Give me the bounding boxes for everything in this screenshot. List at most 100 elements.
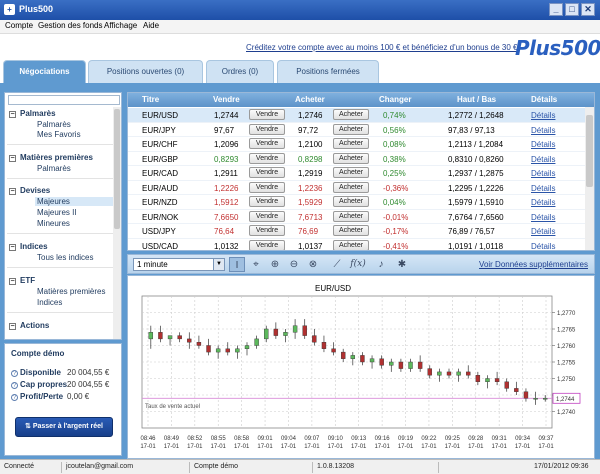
more-data-link[interactable]: Voir Données supplémentaires xyxy=(479,260,588,269)
subcategory-mes-favoris[interactable]: Mes Favoris xyxy=(37,130,81,139)
zoom-out-icon[interactable]: ⊖ xyxy=(289,259,299,270)
category-palmares[interactable]: − Palmarès xyxy=(9,109,56,118)
scrollbar-thumb[interactable] xyxy=(586,115,593,187)
menu-compte[interactable]: Compte xyxy=(5,21,34,30)
collapse-icon[interactable]: − xyxy=(9,111,16,118)
details-link[interactable]: Détails xyxy=(531,154,556,164)
menu-aide[interactable]: Aide xyxy=(143,21,160,30)
header-acheter[interactable]: Acheter xyxy=(295,95,325,104)
help-icon[interactable]: ? xyxy=(11,394,18,401)
table-row[interactable]: EUR/GBP 0,8293 Vendre 0,8298 Acheter 0,38% 0,8… xyxy=(128,152,586,166)
subcategory-etf-indices[interactable]: Indices xyxy=(37,298,63,307)
category-etf[interactable]: − ETF xyxy=(9,276,36,285)
table-row[interactable]: EUR/USD 1,2744 Vendre 1,2746 Acheter 0,74% 1,2… xyxy=(128,108,586,123)
collapse-icon[interactable]: − xyxy=(9,244,16,251)
maximize-button[interactable]: □ xyxy=(565,3,579,16)
sell-button[interactable]: Vendre xyxy=(249,181,285,193)
buy-button[interactable]: Acheter xyxy=(333,152,369,164)
category-matieres-premieres[interactable]: − Matières premières xyxy=(9,153,93,162)
table-row[interactable]: EUR/CHF 1,2096 Vendre 1,2100 Acheter 0,08% 1,2… xyxy=(128,137,586,152)
header-details[interactable]: Détails xyxy=(531,95,558,104)
header-titre[interactable]: Titre xyxy=(142,95,160,104)
bonus-link[interactable]: Créditez votre compte avec au moins 100 … xyxy=(246,43,518,52)
sell-button[interactable]: Vendre xyxy=(249,109,285,120)
function-icon[interactable]: f(x) xyxy=(350,259,366,269)
chevron-down-icon[interactable]: ▼ xyxy=(213,259,224,270)
scrollbar-thumb[interactable] xyxy=(114,109,120,229)
text-cursor-icon[interactable]: I xyxy=(229,257,245,272)
table-row[interactable]: EUR/NZD 1,5912 Vendre 1,5929 Acheter 0,04% 1,5… xyxy=(128,195,586,210)
bell-icon[interactable]: ♪ xyxy=(378,259,384,270)
switch-to-real-money-button[interactable]: ⇅ Passer à l'argent réel xyxy=(15,417,113,437)
subcategory-palmares[interactable]: Palmarès xyxy=(37,120,71,129)
category-devises[interactable]: − Devises xyxy=(9,186,51,195)
close-button[interactable]: ✕ xyxy=(581,3,595,16)
category-scrollbar[interactable] xyxy=(113,107,121,339)
table-row[interactable]: USD/CAD 1,0132 Vendre 1,0137 Acheter -0,41% 1,… xyxy=(128,239,586,251)
subcategory-etf-matieres-premieres[interactable]: Matières premières xyxy=(37,287,106,296)
tab-ordres[interactable]: Ordres (0) xyxy=(206,60,274,84)
zoom-reset-icon[interactable]: ⊗ xyxy=(308,259,318,270)
sell-button[interactable]: Vendre xyxy=(249,123,285,135)
table-row[interactable]: EUR/NOK 7,6650 Vendre 7,6713 Acheter -0,01% 7,… xyxy=(128,210,586,224)
minimize-button[interactable]: _ xyxy=(549,3,563,16)
tab-positions-fermees[interactable]: Positions fermées xyxy=(277,60,379,84)
details-link[interactable]: Détails xyxy=(531,227,556,236)
details-link[interactable]: Détails xyxy=(531,183,556,193)
buy-button[interactable]: Acheter xyxy=(333,210,369,222)
sell-button[interactable]: Vendre xyxy=(249,210,285,222)
sell-button[interactable]: Vendre xyxy=(249,167,285,178)
details-link[interactable]: Détails xyxy=(531,198,556,207)
buy-button[interactable]: Acheter xyxy=(333,225,369,236)
details-link[interactable]: Détails xyxy=(531,140,556,149)
table-row[interactable]: EUR/JPY 97,67 Vendre 97,72 Acheter 0,56% 97,83… xyxy=(128,123,586,137)
buy-button[interactable]: Acheter xyxy=(333,181,369,193)
price-chart[interactable]: EUR/USD 1,27401,27451,27501,27551,27601,… xyxy=(127,275,595,459)
buy-button[interactable]: Acheter xyxy=(333,196,369,207)
details-link[interactable]: Détails xyxy=(531,125,556,135)
table-scrollbar[interactable] xyxy=(585,107,594,250)
subcategory-mineures[interactable]: Mineures xyxy=(37,219,70,228)
category-actions[interactable]: − Actions xyxy=(9,321,50,330)
tab-positions-ouvertes[interactable]: Positions ouvertes (0) xyxy=(88,60,203,84)
sell-button[interactable]: Vendre xyxy=(249,196,285,207)
help-icon[interactable]: ? xyxy=(11,370,18,377)
buy-button[interactable]: Acheter xyxy=(333,167,369,178)
header-changer[interactable]: Changer xyxy=(379,95,412,104)
help-icon[interactable]: ? xyxy=(11,382,18,389)
collapse-icon[interactable]: − xyxy=(9,323,16,330)
sell-button[interactable]: Vendre xyxy=(249,138,285,149)
zoom-in-icon[interactable]: ⊕ xyxy=(270,259,280,270)
interval-select[interactable]: 1 minute ▼ xyxy=(133,258,225,271)
subcategory-majeures[interactable]: Majeures xyxy=(35,197,115,206)
details-link[interactable]: Détails xyxy=(531,212,556,222)
menu-gestion-des-fonds[interactable]: Gestion des fonds xyxy=(38,21,103,30)
collapse-icon[interactable]: − xyxy=(9,278,16,285)
details-link[interactable]: Détails xyxy=(531,169,556,178)
crosshair-icon[interactable]: ⌖ xyxy=(253,259,259,270)
header-vendre[interactable]: Vendre xyxy=(213,95,240,104)
menu-affichage[interactable]: Affichage xyxy=(104,21,138,30)
sell-button[interactable]: Vendre xyxy=(249,239,285,250)
details-link[interactable]: Détails xyxy=(531,241,556,251)
collapse-icon[interactable]: − xyxy=(9,188,16,195)
tab-negociations[interactable]: Négociations xyxy=(3,60,86,84)
buy-button[interactable]: Acheter xyxy=(333,123,369,135)
subcategory-tous-les-indices[interactable]: Tous les indices xyxy=(37,253,94,262)
subcategory-palmares-commodities[interactable]: Palmarès xyxy=(37,164,71,173)
sell-button[interactable]: Vendre xyxy=(249,225,285,236)
buy-button[interactable]: Acheter xyxy=(333,138,369,149)
category-indices[interactable]: − Indices xyxy=(9,242,48,251)
sell-button[interactable]: Vendre xyxy=(249,152,285,164)
buy-button[interactable]: Acheter xyxy=(333,109,369,120)
details-link[interactable]: Détails xyxy=(531,111,556,120)
header-haut-bas[interactable]: Haut / Bas xyxy=(457,95,497,104)
settings-icon[interactable]: ✱ xyxy=(397,259,407,270)
collapse-icon[interactable]: − xyxy=(9,155,16,162)
table-row[interactable]: EUR/CAD 1,2911 Vendre 1,2919 Acheter 0,25% 1,2… xyxy=(128,166,586,181)
table-row[interactable]: EUR/AUD 1,2226 Vendre 1,2236 Acheter -0,36% 1,… xyxy=(128,181,586,195)
subcategory-majeures-ii[interactable]: Majeures II xyxy=(37,208,77,217)
table-row[interactable]: USD/JPY 76,64 Vendre 76,69 Acheter -0,17% 76,8… xyxy=(128,224,586,239)
buy-button[interactable]: Acheter xyxy=(333,239,369,250)
category-filter-input[interactable] xyxy=(8,95,120,105)
